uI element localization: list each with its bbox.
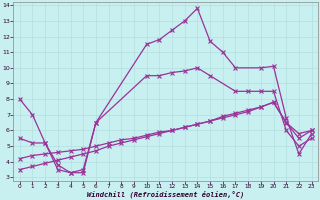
X-axis label: Windchill (Refroidissement éolien,°C): Windchill (Refroidissement éolien,°C) <box>87 190 244 198</box>
